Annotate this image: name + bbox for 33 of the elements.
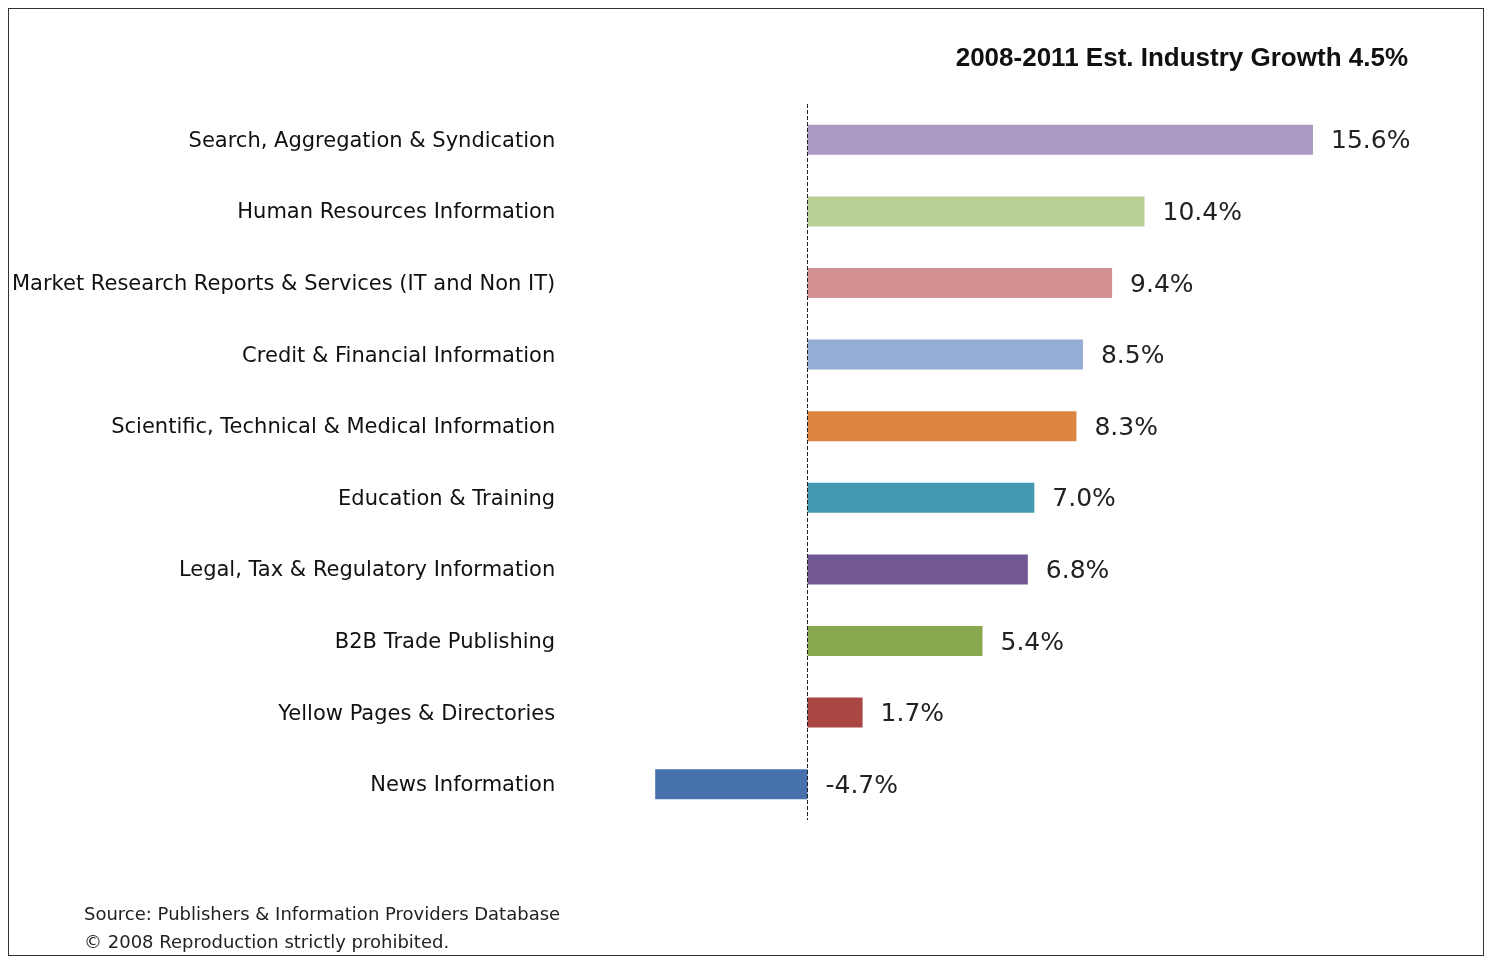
- y-tick-label: Legal, Tax & Regulatory Information: [178, 557, 556, 582]
- bar: [807, 626, 983, 656]
- data-label: 8.5%: [1100, 340, 1165, 370]
- bar: [807, 697, 863, 728]
- bar: [807, 411, 1077, 442]
- chart-title: 2008-2011 Est. Industry Growth 4.5%: [955, 42, 1408, 72]
- y-tick-label: Human Resources Information: [237, 199, 556, 224]
- y-tick-label: Education & Training: [338, 485, 556, 510]
- y-tick-label: Credit & Financial Information: [242, 342, 556, 367]
- y-tick-label: Market Research Reports & Services (IT and Non IT): [12, 271, 556, 295]
- bar: [807, 482, 1035, 513]
- bar: [807, 268, 1113, 298]
- data-label: 7.0%: [1052, 483, 1116, 513]
- data-label: 6.8%: [1045, 554, 1110, 584]
- data-label: 10.4%: [1162, 196, 1242, 226]
- data-label: 15.6%: [1331, 125, 1411, 155]
- y-tick-label: News Information: [370, 772, 556, 797]
- y-tick-label: Scientific, Technical & Medical Information: [111, 414, 556, 439]
- y-tick-label: Yellow Pages & Directories: [277, 700, 556, 725]
- bar: [807, 124, 1313, 155]
- data-label: 9.4%: [1130, 268, 1194, 298]
- text: © 2008 Reproduction strictly prohibited.: [84, 930, 450, 952]
- bar: [807, 196, 1145, 227]
- data-label: 5.4%: [1000, 626, 1064, 656]
- bar: [655, 769, 808, 800]
- data-label: 1.7%: [880, 698, 945, 728]
- data-label: 8.3%: [1094, 411, 1158, 441]
- bar: [807, 554, 1028, 585]
- source-note: Source: Publishers & Information Providers Database: [84, 902, 561, 924]
- y-tick-label: Search, Aggregation & Syndication: [188, 127, 556, 152]
- bar: [807, 339, 1083, 370]
- data-label: -4.7%: [825, 769, 899, 799]
- y-tick-label: B2B Trade Publishing: [334, 629, 556, 653]
